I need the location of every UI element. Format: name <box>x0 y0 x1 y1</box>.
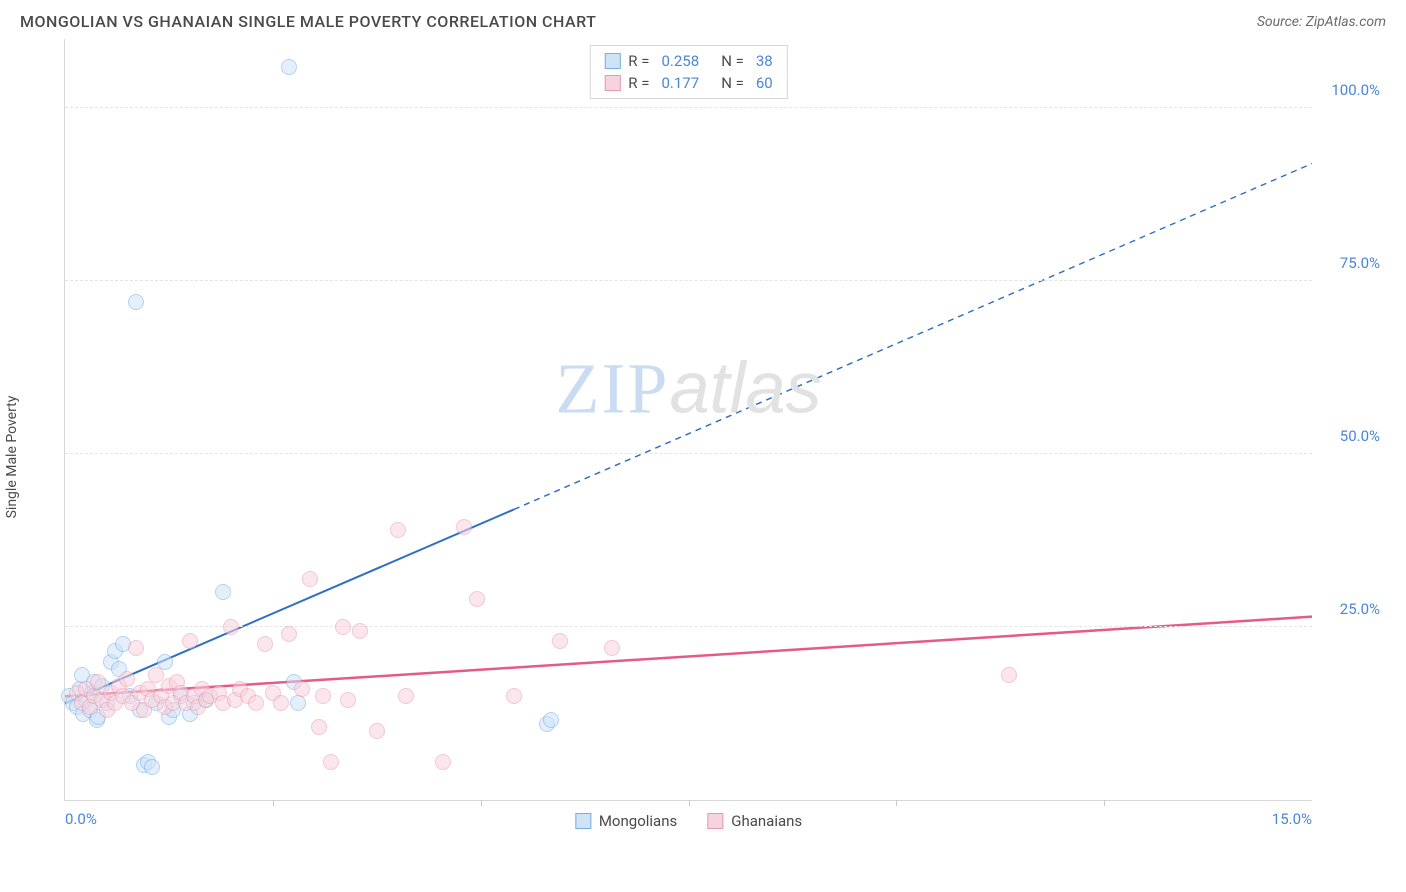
legend-label: Mongolians <box>599 812 677 830</box>
chart-title: MONGOLIAN VS GHANAIAN SINGLE MALE POVERT… <box>20 12 596 31</box>
data-point <box>257 636 273 652</box>
data-point <box>552 633 568 649</box>
data-point <box>273 695 289 711</box>
legend-swatch <box>604 75 620 91</box>
data-point <box>128 294 144 310</box>
data-point <box>302 571 318 587</box>
x-tick <box>896 800 897 806</box>
gridline-h <box>65 107 1312 108</box>
watermark-zip: ZIP <box>555 349 669 429</box>
x-tick <box>273 800 274 806</box>
y-tick-label: 100.0% <box>1331 81 1380 99</box>
data-point <box>352 623 368 639</box>
legend-swatch <box>575 813 591 829</box>
x-tick <box>689 800 690 806</box>
n-label: N = <box>717 52 743 70</box>
legend-swatch <box>707 813 723 829</box>
data-point <box>144 759 160 775</box>
data-point <box>506 688 522 704</box>
data-point <box>1001 667 1017 683</box>
data-point <box>182 633 198 649</box>
data-point <box>456 519 472 535</box>
data-point <box>311 719 327 735</box>
gridline-h <box>65 280 1312 281</box>
data-point <box>398 688 414 704</box>
chart-area: Single Male Poverty ZIPatlas R =0.258 N … <box>20 39 1386 859</box>
data-point <box>119 671 135 687</box>
stats-legend: R = 0.258 N = 38 R = 0.177 N = 60 <box>589 45 787 99</box>
data-point <box>335 619 351 635</box>
data-point <box>323 754 339 770</box>
data-point <box>390 522 406 538</box>
n-value: 38 <box>756 52 773 70</box>
r-value: 0.258 <box>661 52 709 70</box>
series-legend-item: Mongolians <box>575 812 677 830</box>
x-tick-label: 0.0% <box>65 810 97 828</box>
watermark-atlas: atlas <box>669 349 821 429</box>
data-point <box>469 591 485 607</box>
y-tick-label: 50.0% <box>1340 427 1380 445</box>
x-tick-label: 15.0% <box>1272 810 1312 828</box>
data-point <box>604 640 620 656</box>
x-tick <box>1104 800 1105 806</box>
data-point <box>281 626 297 642</box>
data-point <box>223 619 239 635</box>
legend-label: Ghanaians <box>731 812 802 830</box>
gridline-h <box>65 453 1312 454</box>
plot-region: ZIPatlas R =0.258 N =38R =0.177 N =60 Mo… <box>64 39 1312 801</box>
data-point <box>248 695 264 711</box>
stats-legend-row: R = 0.177 N = 60 <box>604 72 772 94</box>
gridline-h <box>65 626 1312 627</box>
trend-lines <box>65 39 1312 800</box>
source-label: Source: ZipAtlas.com <box>1257 14 1386 30</box>
data-point <box>290 695 306 711</box>
data-point <box>340 692 356 708</box>
data-point <box>543 712 559 728</box>
chart-header: MONGOLIAN VS GHANAIAN SINGLE MALE POVERT… <box>0 0 1406 39</box>
stats-legend-row: R = 0.258 N = 38 <box>604 50 772 72</box>
watermark: ZIPatlas <box>555 348 821 431</box>
y-axis-label: Single Male Poverty <box>4 396 20 519</box>
r-value: 0.177 <box>661 74 709 92</box>
data-point <box>435 754 451 770</box>
series-legend-item: Ghanaians <box>707 812 802 830</box>
n-value: 60 <box>756 74 773 92</box>
legend-swatch <box>604 53 620 69</box>
data-point <box>315 688 331 704</box>
series-legend: Mongolians Ghanaians <box>575 812 802 830</box>
x-tick <box>481 800 482 806</box>
n-label: N = <box>717 74 743 92</box>
r-label: R = <box>628 52 649 70</box>
y-tick-label: 25.0% <box>1340 600 1380 618</box>
data-point <box>294 681 310 697</box>
data-point <box>281 59 297 75</box>
data-point <box>369 723 385 739</box>
y-tick-label: 75.0% <box>1340 254 1380 272</box>
r-label: R = <box>628 74 649 92</box>
data-point <box>215 584 231 600</box>
data-point <box>128 640 144 656</box>
